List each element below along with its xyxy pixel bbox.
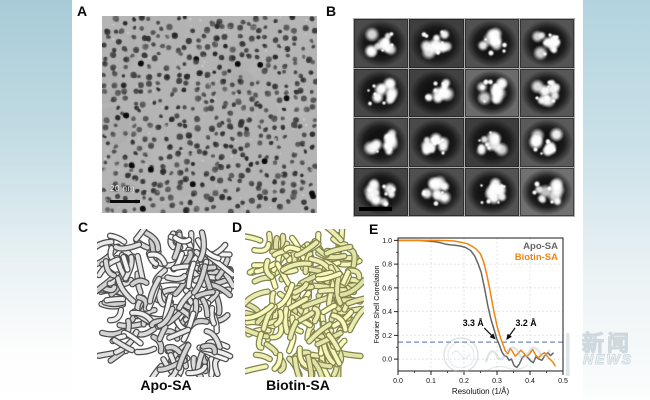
class-average-cell	[519, 167, 574, 216]
resolution-annotation: 3.2 Å	[516, 318, 538, 328]
class-average-cell	[464, 68, 519, 117]
density-map-biotin	[245, 229, 364, 377]
panel-a-label: A	[77, 3, 88, 19]
news-watermark-en: NEWS	[583, 351, 633, 368]
class-average-cell	[354, 19, 409, 68]
svg-text:0.6: 0.6	[382, 285, 392, 292]
resolution-annotation: 3.3 Å	[463, 318, 485, 328]
news-watermark-cn: 新闻	[581, 331, 633, 357]
background-gradient-right	[583, 0, 650, 400]
legend-apo-sa: Apo-SA	[523, 241, 558, 252]
panel-e-label: E	[369, 221, 379, 237]
svg-text:0.2: 0.2	[382, 333, 392, 340]
biotin-caption: Biotin-SA	[266, 377, 330, 393]
background-gradient-left	[0, 0, 72, 400]
fsc-curve-apo-sa	[397, 239, 554, 369]
svg-text:0.5: 0.5	[558, 378, 568, 385]
class-average-cell	[354, 167, 409, 216]
svg-text:0.1: 0.1	[426, 378, 436, 385]
panel-c-label: C	[78, 219, 89, 235]
tem-micrograph	[102, 16, 317, 213]
class-average-cell	[519, 118, 574, 167]
svg-text:0.0: 0.0	[393, 378, 403, 385]
fsc-curve-biotin-sa	[397, 239, 556, 367]
class-average-cell	[409, 19, 464, 68]
svg-text:0.4: 0.4	[525, 378, 535, 385]
class-average-scale-bar	[359, 207, 392, 211]
scale-bar	[110, 200, 140, 203]
class-average-cell	[409, 167, 464, 216]
density-map-apo	[97, 229, 234, 377]
svg-text:0.2: 0.2	[459, 378, 469, 385]
class-average-cell	[354, 68, 409, 117]
class-average-cell	[354, 118, 409, 167]
svg-text:0.4: 0.4	[382, 309, 392, 316]
svg-text:0.3: 0.3	[492, 378, 502, 385]
y-axis-title: Fourier Shell Correlation	[372, 266, 381, 344]
svg-text:0.0: 0.0	[382, 357, 392, 364]
class-average-cell	[464, 118, 519, 167]
class-average-cell	[464, 167, 519, 216]
svg-text:0.8: 0.8	[382, 262, 392, 269]
apo-caption: Apo-SA	[140, 377, 192, 393]
panel-b-label: B	[326, 3, 337, 19]
svg-text:1.0: 1.0	[382, 238, 392, 245]
class-average-cell	[519, 68, 574, 117]
class-average-cell	[464, 19, 519, 68]
scale-bar-label: 20 nm	[110, 184, 135, 193]
class-average-cell	[519, 19, 574, 68]
x-axis-title: Resolution (1/Å)	[452, 387, 510, 396]
class-average-cell	[409, 68, 464, 117]
fsc-plot: 0.0 0.1 0.2 0.3 0.4 0.5 0.0 0.2 0.4 0.6 0.8 1.0 Reso…	[372, 237, 568, 396]
legend-biotin-sa: Biotin-SA	[515, 252, 558, 263]
class-average-grid	[353, 18, 575, 217]
panel-d-label: D	[232, 219, 243, 235]
class-average-cell	[409, 118, 464, 167]
